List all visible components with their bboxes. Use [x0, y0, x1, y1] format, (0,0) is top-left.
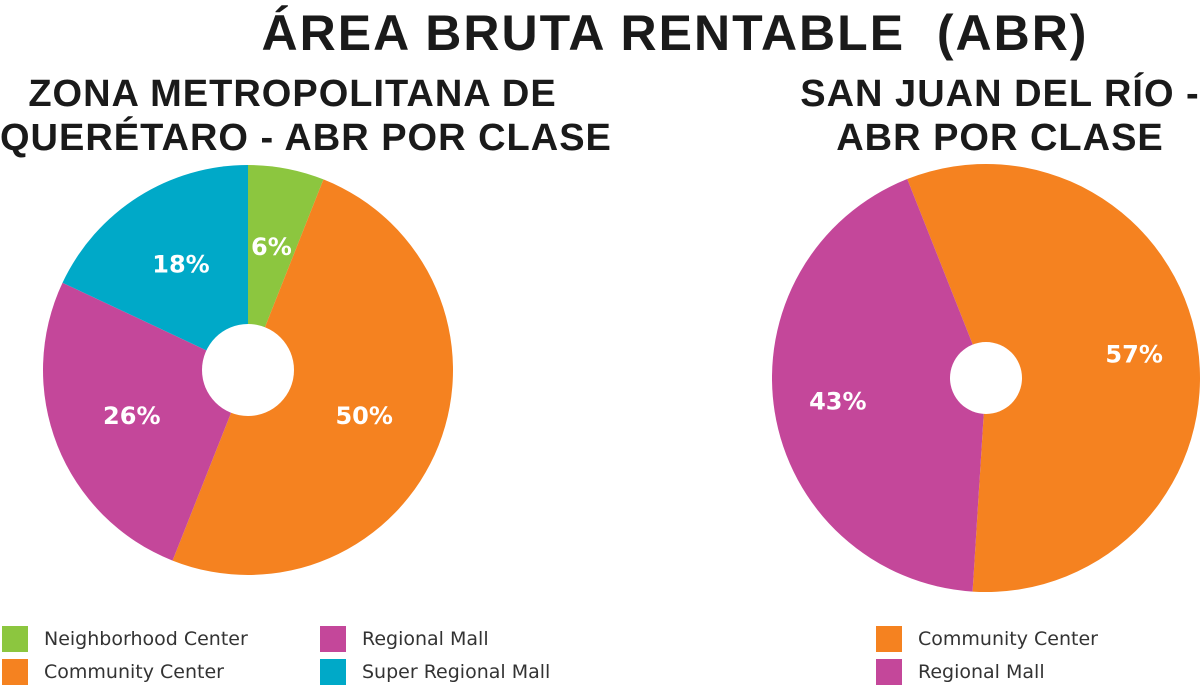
- pie-slice-regional-mall: [772, 179, 986, 592]
- legend-label: Regional Mall: [362, 628, 489, 650]
- legend-swatch: [876, 626, 902, 652]
- slice-label-regional-mall: 43%: [809, 387, 866, 415]
- main-title: ÁREA BRUTA RENTABLE (ABR): [261, 5, 1089, 61]
- pie-slice-community-center: [172, 179, 453, 575]
- pie-chart-queretaro: 6% 50% 26% 18%: [42, 165, 453, 575]
- legend-item-regional-mall: Regional Mall: [320, 625, 489, 653]
- legend-label: Super Regional Mall: [362, 661, 551, 683]
- pie-center-hole: [202, 324, 294, 416]
- pie-slice-community-center: [907, 164, 1200, 592]
- slice-label-super-regional-mall: 18%: [152, 250, 209, 278]
- legend-item-super-regional-mall: Super Regional Mall: [320, 658, 550, 686]
- legend-label: Neighborhood Center: [44, 628, 248, 650]
- legend-label: Regional Mall: [918, 661, 1045, 683]
- chart-title-line: QUERÉTARO - ABR POR CLASE: [0, 117, 612, 159]
- chart-title-queretaro: ZONA METROPOLITANA DE QUERÉTARO - ABR PO…: [0, 72, 612, 160]
- chart-title-line: ABR POR CLASE: [836, 117, 1164, 159]
- pie-center-hole: [950, 342, 1022, 414]
- legend-swatch: [876, 659, 902, 685]
- legend-label: Community Center: [44, 661, 224, 683]
- pie-slice-neighborhood-center: [248, 165, 324, 370]
- slice-label-community-center: 57%: [1105, 341, 1162, 369]
- pie-slice-super-regional-mall: [62, 165, 248, 370]
- chart-title-line: SAN JUAN DEL RÍO -: [800, 73, 1200, 115]
- legend-item-neighborhood-center: Neighborhood Center: [2, 625, 248, 653]
- slice-label-community-center: 50%: [335, 402, 392, 430]
- chart-title-san-juan: SAN JUAN DEL RÍO - ABR POR CLASE: [800, 72, 1200, 160]
- legend-swatch: [2, 659, 28, 685]
- legend-swatch: [320, 659, 346, 685]
- slice-label-regional-mall: 26%: [103, 402, 160, 430]
- legend-label: Community Center: [918, 628, 1098, 650]
- legend-item-community-center: Community Center: [876, 625, 1098, 653]
- pie-slice-regional-mall: [42, 282, 249, 561]
- legend-item-regional-mall: Regional Mall: [876, 658, 1045, 686]
- slice-label-neighborhood-center: 6%: [251, 233, 292, 261]
- legend-item-community-center: Community Center: [2, 658, 224, 686]
- pie-chart-san-juan: 57% 43%: [772, 164, 1200, 592]
- chart-title-line: ZONA METROPOLITANA DE: [28, 73, 557, 115]
- legend-swatch: [320, 626, 346, 652]
- legend-swatch: [2, 626, 28, 652]
